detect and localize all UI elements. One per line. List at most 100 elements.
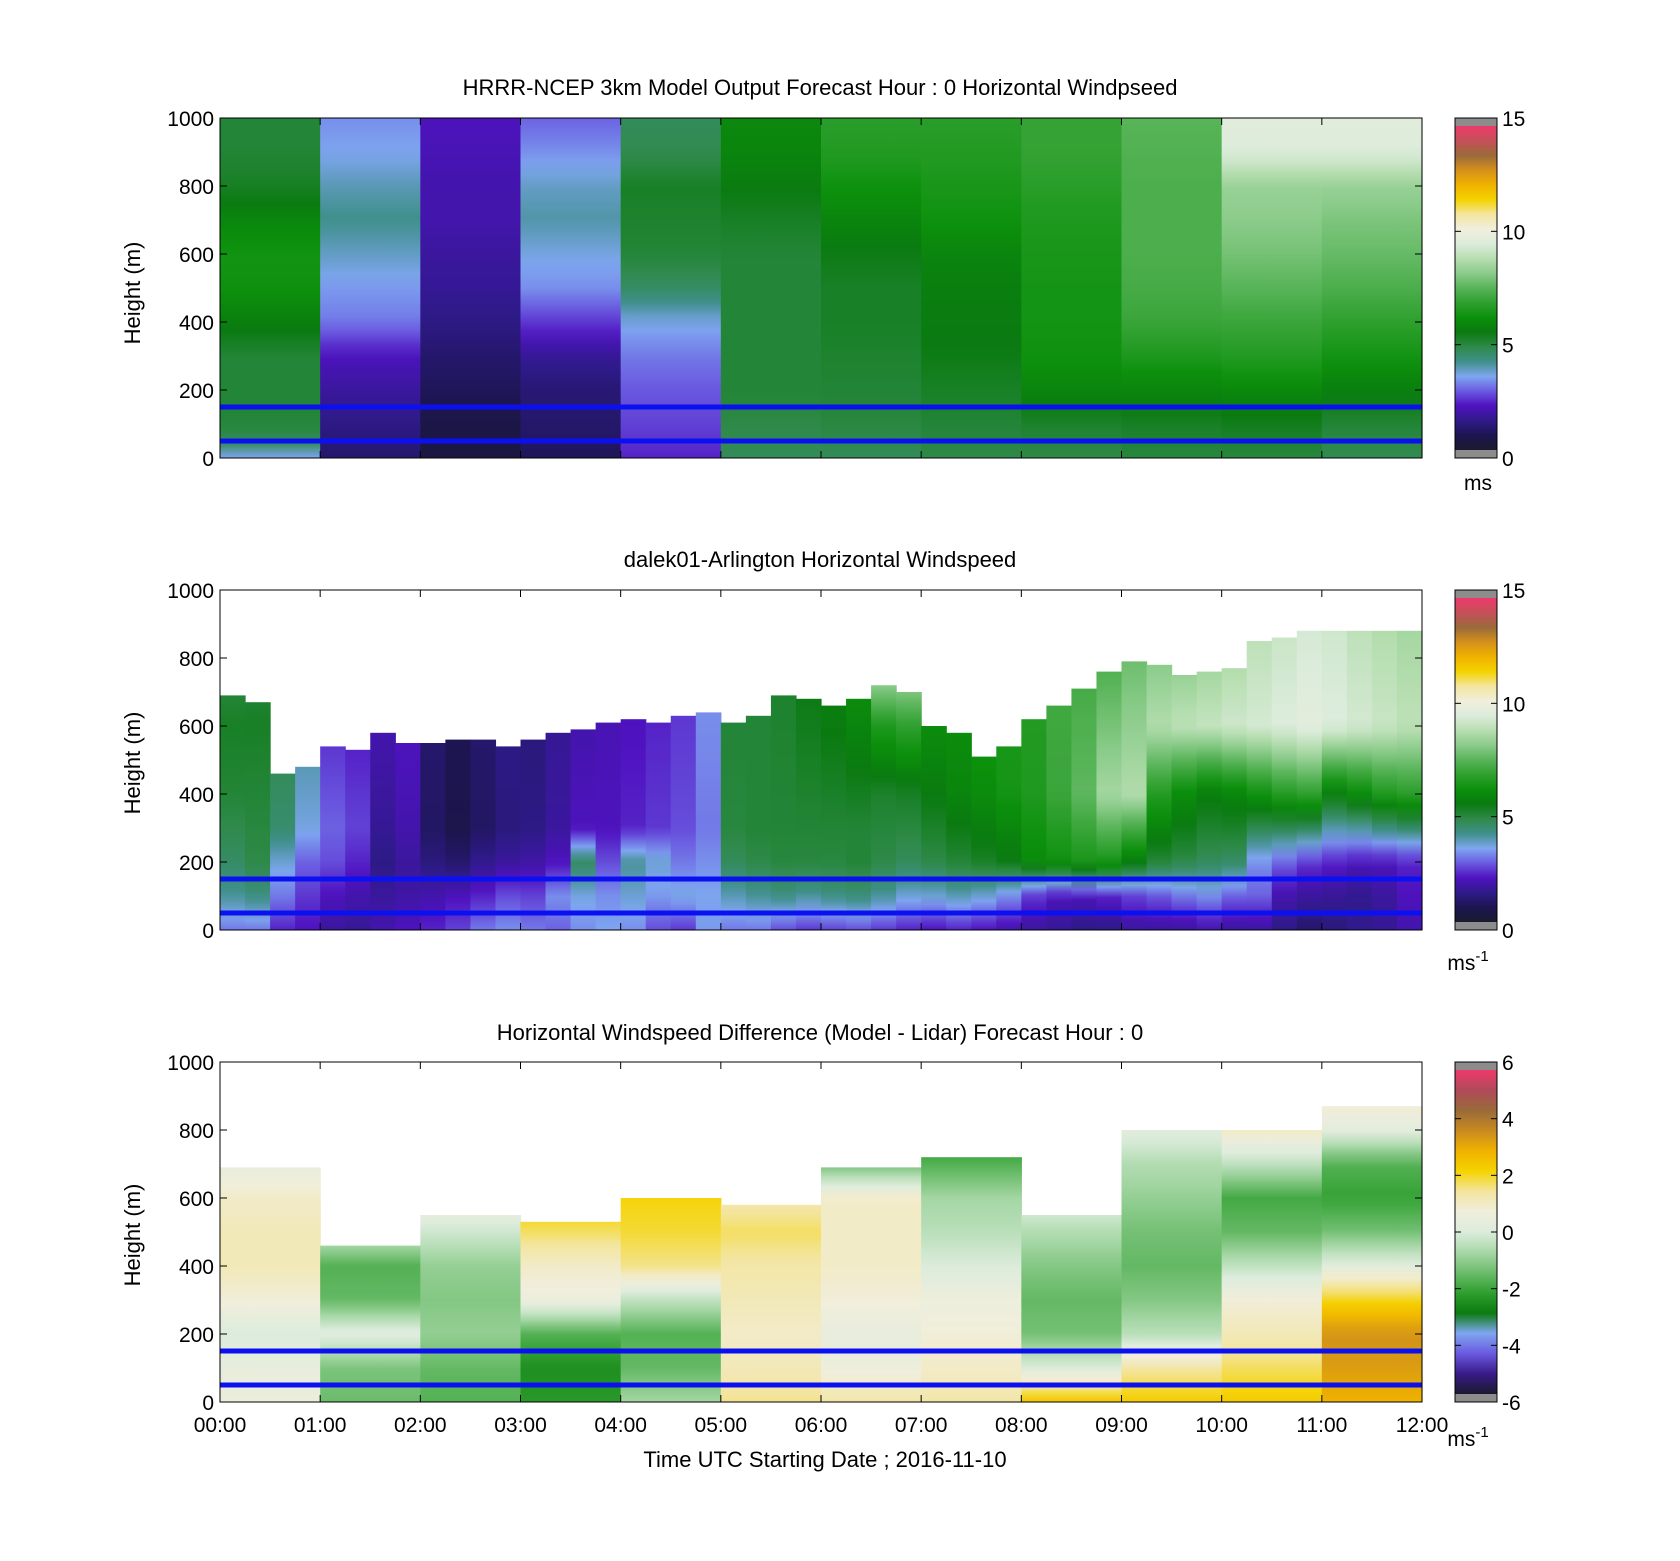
heatmap-column [520,739,547,930]
heatmap-column [695,712,722,930]
panel-model-colorbar: 0 5 10 15 [1454,108,1525,471]
heatmap-column [720,1204,822,1402]
heatmap-column [1371,630,1398,930]
heatmap-column [1046,705,1073,930]
panel-model-colorbar-unit: ms [1464,472,1492,495]
heatmap-column [1171,675,1198,930]
heatmap-column [996,746,1022,930]
colorbar-over-cap [1455,118,1497,126]
heatmap-column [921,1157,1022,1402]
y-tick-label: 200 [179,1324,214,1347]
panel-difference-y-ticks: 0 200 400 600 800 1000 [167,1052,1422,1415]
heatmap-column [1221,668,1248,930]
heatmap-column [720,722,747,930]
heatmap-column [645,722,672,930]
panel-lidar-colorbar-unit: ms-1 [1447,948,1488,975]
heatmap-column [420,118,522,458]
panel-lidar: dalek01-Arlington Horizontal Windspeed H… [120,547,1525,975]
heatmap-column [495,746,522,930]
colorbar-frame [1454,117,1498,459]
panel-difference: Horizontal Windspeed Difference (Model -… [120,1020,1521,1451]
x-tick-label: 04:00 [594,1414,647,1437]
heatmap-column [620,118,722,458]
heatmap-column [896,692,922,930]
heatmap-column [320,746,346,930]
heatmap-column [1121,1130,1223,1402]
y-tick-label: 600 [179,244,214,267]
colorbar-tick-label: 5 [1502,335,1514,358]
x-tick-label: 08:00 [995,1414,1048,1437]
heatmap-column [220,695,246,930]
heatmap-column [1296,630,1323,930]
y-tick-label: 600 [179,1188,214,1211]
panel-model-y-ticks: 0 200 400 600 800 1000 [167,108,1422,471]
panel-model-reference-lines [220,404,1422,444]
colorbar-tick-label: 4 [1502,1109,1514,1132]
x-tick-label: 00:00 [194,1414,247,1437]
x-tick-label: 01:00 [294,1414,347,1437]
colorbar-tick-label: 5 [1502,807,1514,830]
panel-lidar-ylabel: Height (m) [120,712,145,815]
colorbar-under-cap [1455,450,1497,458]
heatmap-column [1021,719,1047,930]
heatmap-column [370,732,396,930]
y-tick-label: 1000 [167,108,214,131]
heatmap-column [745,715,772,930]
heatmap-column [1321,630,1348,930]
x-tick-label: 12:00 [1396,1414,1449,1437]
heatmap-column [821,118,922,458]
colorbar-tick-label: 15 [1502,108,1525,131]
panel-lidar-heatmap [220,630,1423,930]
panel-difference-colorbar-unit: ms-1 [1447,1424,1488,1451]
heatmap-column [1021,118,1123,458]
colorbar-gradient [1455,598,1497,922]
heatmap-column [520,118,622,458]
panel-difference-colorbar: -6 -4 -2 0 2 4 6 [1454,1052,1521,1415]
colorbar-tick-label: 2 [1502,1165,1514,1188]
colorbar-over-cap [1455,590,1497,598]
heatmap-column [470,739,497,930]
heatmap-column [1396,630,1423,930]
x-tick-label: 05:00 [695,1414,748,1437]
panel-model-ylabel: Height (m) [120,242,145,345]
panel-model-x-ticks [219,118,1423,458]
panel-lidar-reference-lines [220,876,1422,916]
y-tick-label: 1000 [167,1052,214,1075]
colorbar-tick-label: -2 [1502,1279,1521,1302]
heatmap-column [821,1167,922,1402]
heatmap-column [946,732,972,930]
colorbar-tick-label: 10 [1502,221,1525,244]
heatmap-column [1221,118,1323,458]
heatmap-column [971,756,997,930]
y-tick-label: 0 [202,448,214,471]
heatmap-column [620,1198,722,1402]
y-tick-label: 800 [179,648,214,671]
x-tick-label: 06:00 [795,1414,848,1437]
heatmap-column [270,773,296,930]
colorbar-tick-label: 0 [1502,920,1514,943]
colorbar-gradient [1455,1070,1497,1394]
heatmap-column [445,739,472,930]
panel-difference-heatmap [220,1106,1423,1402]
y-tick-label: 800 [179,176,214,199]
panel-model-heatmap [220,118,1423,458]
heatmap-column [395,743,421,930]
heatmap-column [320,1245,421,1402]
y-tick-label: 400 [179,312,214,335]
colorbar-tick-label: -6 [1502,1392,1521,1415]
x-tick-label: 02:00 [394,1414,447,1437]
x-tick-label: 03:00 [494,1414,547,1437]
colorbar-tick-label: 15 [1502,580,1525,603]
heatmap-column [1196,671,1223,930]
colorbar-under-cap [1455,922,1497,930]
heatmap-column [220,1167,321,1402]
heatmap-column [420,743,446,930]
heatmap-column [1021,1215,1123,1402]
heatmap-column [1346,630,1373,930]
colorbar-tick-label: -4 [1502,1335,1521,1358]
panel-difference-reference-lines [220,1348,1422,1388]
heatmap-column [921,726,947,930]
heatmap-column [595,722,622,930]
y-tick-label: 0 [202,920,214,943]
